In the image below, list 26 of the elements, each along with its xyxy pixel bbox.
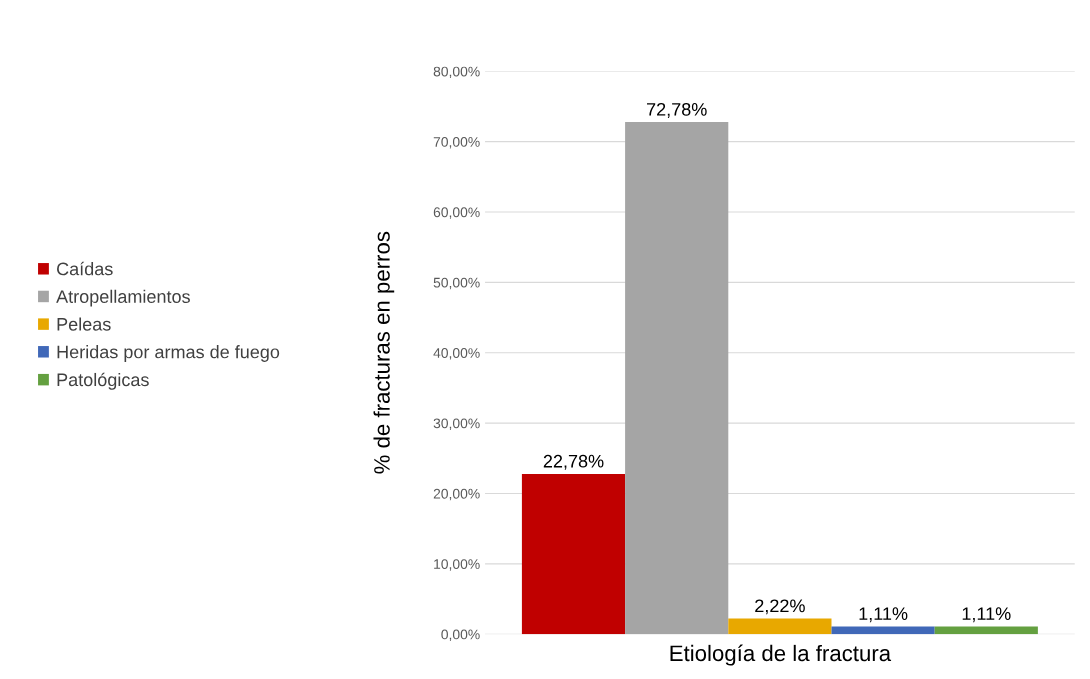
legend-label: Caídas — [57, 261, 113, 276]
y-tick-label: 70,00% — [433, 136, 480, 149]
bar — [521, 473, 626, 635]
data-label: 1,11% — [962, 607, 1011, 623]
legend-label: Peleas — [57, 317, 111, 331]
y-tick-label: 40,00% — [433, 348, 480, 360]
y-tick-label: 20,00% — [433, 488, 480, 501]
y-tick-label: 10,00% — [434, 559, 480, 571]
y-tick-label: 30,00% — [433, 418, 480, 430]
bar — [625, 122, 729, 635]
bar — [728, 618, 832, 635]
x-axis-title: Etiología de la fractura — [670, 644, 892, 666]
y-tick-label: 60,00% — [433, 207, 480, 219]
legend-label: Heridas por armas de fuego — [57, 345, 280, 362]
legend-label: Patológicas — [57, 372, 149, 390]
data-label: 2,22% — [755, 599, 805, 615]
data-label: 72,78% — [647, 102, 707, 118]
data-label: 22,78% — [543, 454, 604, 470]
legend-label: Atropellamientos — [56, 289, 190, 307]
data-label: 1,11% — [859, 607, 908, 623]
bar — [831, 626, 935, 635]
y-tick-label: 0,00% — [441, 629, 480, 641]
y-tick-label: 80,00% — [433, 66, 480, 79]
y-tick-label: 50,00% — [433, 277, 480, 290]
bar — [934, 626, 1038, 635]
y-axis-title: % de fracturas en perros — [373, 231, 395, 474]
